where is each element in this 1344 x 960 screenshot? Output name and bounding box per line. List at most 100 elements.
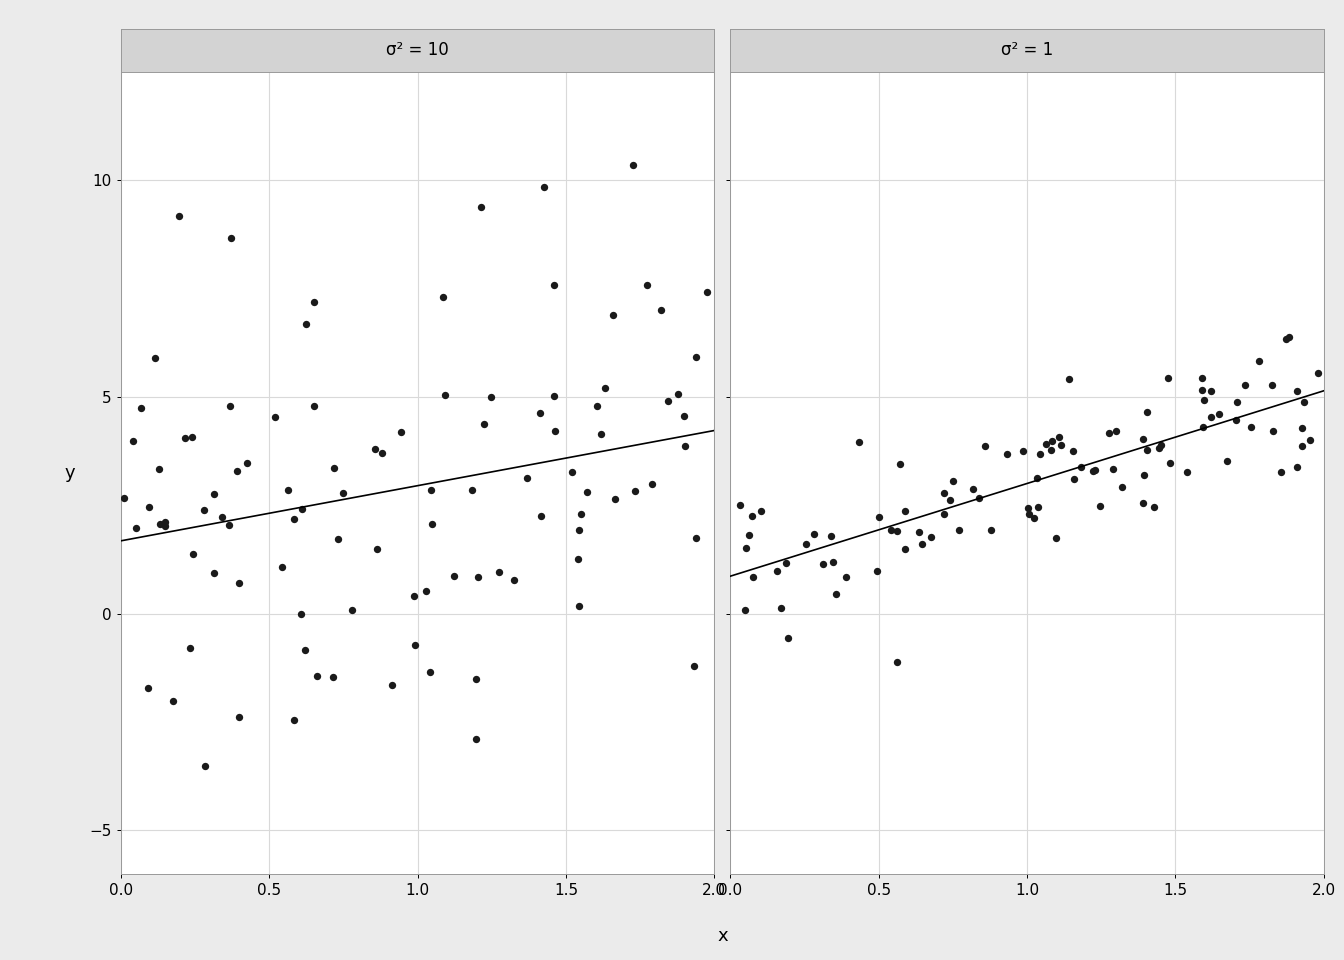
Point <box>734 603 755 618</box>
Point <box>405 636 426 652</box>
Point <box>1136 442 1157 457</box>
Point <box>341 603 363 618</box>
Point <box>1035 436 1056 451</box>
Point <box>775 555 797 570</box>
Point <box>277 483 298 498</box>
Point <box>1040 442 1062 457</box>
Point <box>570 506 591 521</box>
Point <box>770 600 792 615</box>
Point <box>534 180 555 195</box>
Point <box>1286 384 1308 399</box>
Y-axis label: y: y <box>65 464 75 482</box>
Point <box>194 503 215 518</box>
Point <box>742 569 763 585</box>
Point <box>735 540 757 556</box>
Point <box>675 439 696 454</box>
Point <box>980 522 1001 538</box>
Point <box>996 446 1017 462</box>
Point <box>228 709 250 725</box>
Point <box>433 290 454 305</box>
Point <box>122 434 144 449</box>
Point <box>880 522 902 538</box>
Point <box>543 389 564 404</box>
Point <box>886 523 907 539</box>
Point <box>1262 423 1284 439</box>
Point <box>1292 438 1313 453</box>
Point <box>1048 429 1070 444</box>
Point <box>220 230 242 246</box>
Point <box>657 394 679 409</box>
Point <box>323 461 344 476</box>
Point <box>403 588 425 604</box>
Point <box>380 678 402 693</box>
Point <box>894 541 915 557</box>
Point <box>738 528 759 543</box>
Point <box>227 464 249 479</box>
Point <box>569 522 590 538</box>
Point <box>390 424 411 440</box>
Point <box>488 564 509 580</box>
Point <box>649 302 671 318</box>
Point <box>1098 425 1120 441</box>
Point <box>1102 462 1124 477</box>
Point <box>194 758 215 774</box>
Point <box>868 509 890 524</box>
Point <box>219 398 241 414</box>
Point <box>179 640 200 656</box>
Point <box>1012 444 1034 459</box>
Point <box>290 606 312 621</box>
Point <box>1046 530 1067 545</box>
Point <box>304 398 325 414</box>
Point <box>1176 465 1198 480</box>
Point <box>284 712 305 728</box>
Point <box>825 586 847 601</box>
Point <box>1192 420 1214 435</box>
Point <box>1090 498 1111 514</box>
Point <box>685 530 707 545</box>
Point <box>422 516 444 532</box>
Point <box>668 386 689 401</box>
Point <box>544 423 566 439</box>
Point <box>949 522 970 538</box>
Point <box>1070 459 1091 474</box>
Point <box>766 563 788 578</box>
Point <box>1193 392 1215 407</box>
Point <box>1058 372 1079 387</box>
Point <box>364 442 386 457</box>
Point <box>577 484 598 499</box>
Point <box>504 572 526 588</box>
Point <box>921 530 942 545</box>
Point <box>306 668 328 684</box>
Point <box>933 485 954 500</box>
Point <box>203 487 224 502</box>
Point <box>130 400 152 416</box>
Point <box>1298 432 1320 447</box>
Point <box>125 520 146 536</box>
Point <box>848 435 870 450</box>
Point <box>480 390 501 405</box>
Point <box>820 528 841 543</box>
Point <box>890 456 911 471</box>
Point <box>444 568 465 584</box>
Point <box>696 284 718 300</box>
Point <box>594 380 616 396</box>
Point <box>1063 471 1085 487</box>
Point <box>622 157 644 173</box>
Point <box>907 524 929 540</box>
Point <box>1105 423 1126 439</box>
Point <box>1278 329 1300 345</box>
Point <box>796 537 817 552</box>
Point <box>470 199 492 214</box>
Point <box>1133 431 1154 446</box>
Point <box>750 503 771 518</box>
Point <box>673 408 695 423</box>
Point <box>586 398 607 414</box>
Point <box>1083 464 1105 479</box>
Point <box>1148 440 1169 455</box>
Point <box>473 416 495 431</box>
Point <box>203 565 224 581</box>
Point <box>777 631 798 646</box>
Point <box>163 693 184 708</box>
Point <box>415 584 437 599</box>
Point <box>1050 438 1071 453</box>
